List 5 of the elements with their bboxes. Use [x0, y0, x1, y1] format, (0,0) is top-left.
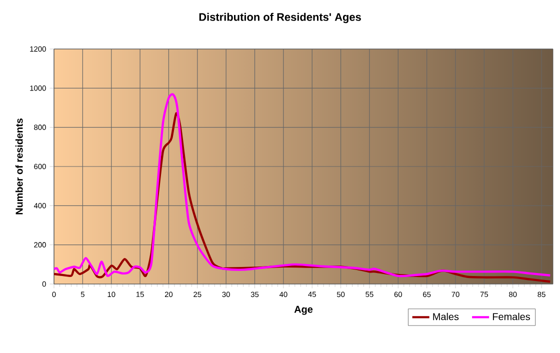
legend-label: Females: [492, 312, 530, 320]
legend-label: Males: [433, 312, 459, 320]
y-axis-title: Number of residents: [15, 118, 23, 214]
x-axis-title: Age: [294, 306, 313, 315]
chart-title: Distribution of Residents' Ages: [199, 12, 361, 24]
